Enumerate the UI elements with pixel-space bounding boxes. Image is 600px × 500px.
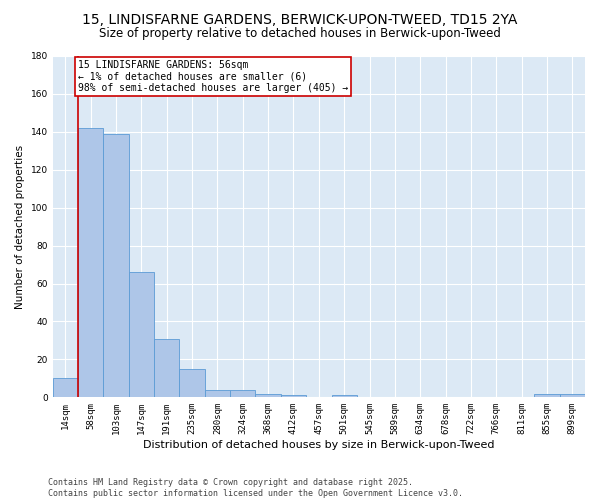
X-axis label: Distribution of detached houses by size in Berwick-upon-Tweed: Distribution of detached houses by size … — [143, 440, 494, 450]
Y-axis label: Number of detached properties: Number of detached properties — [15, 144, 25, 308]
Bar — [78, 128, 103, 398]
Bar — [535, 394, 560, 398]
Bar — [560, 394, 585, 398]
Bar — [281, 396, 306, 398]
Bar — [179, 369, 205, 398]
Bar — [205, 390, 230, 398]
Text: Size of property relative to detached houses in Berwick-upon-Tweed: Size of property relative to detached ho… — [99, 28, 501, 40]
Text: Contains HM Land Registry data © Crown copyright and database right 2025.
Contai: Contains HM Land Registry data © Crown c… — [48, 478, 463, 498]
Bar — [129, 272, 154, 398]
Text: 15, LINDISFARNE GARDENS, BERWICK-UPON-TWEED, TD15 2YA: 15, LINDISFARNE GARDENS, BERWICK-UPON-TW… — [82, 12, 518, 26]
Bar — [103, 134, 129, 398]
Bar — [256, 394, 281, 398]
Bar — [154, 338, 179, 398]
Bar — [230, 390, 256, 398]
Bar — [53, 378, 78, 398]
Text: 15 LINDISFARNE GARDENS: 56sqm
← 1% of detached houses are smaller (6)
98% of sem: 15 LINDISFARNE GARDENS: 56sqm ← 1% of de… — [78, 60, 348, 93]
Bar — [332, 396, 357, 398]
